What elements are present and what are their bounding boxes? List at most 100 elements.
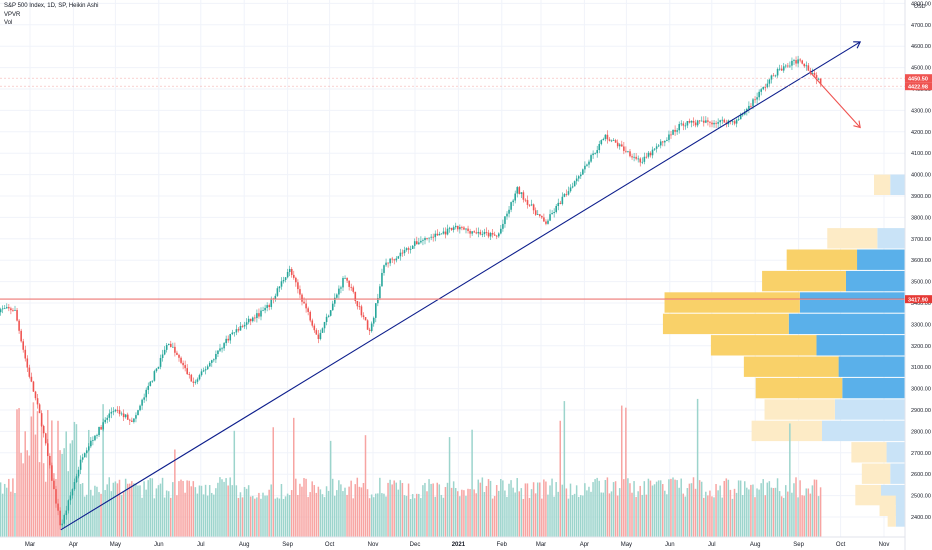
- volume-bar: [815, 479, 818, 537]
- volume-bar: [575, 485, 578, 537]
- candle-body: [360, 306, 363, 316]
- candle-body: [342, 278, 344, 288]
- volume-bar: [301, 486, 303, 537]
- candle-body: [53, 480, 55, 490]
- vp-bar-up: [827, 228, 878, 249]
- candle-body: [254, 317, 256, 319]
- volume-bar: [57, 420, 59, 537]
- volume-bar: [151, 478, 154, 537]
- candle-body: [344, 277, 346, 279]
- volume-bar: [159, 483, 162, 537]
- volume-bar: [493, 496, 496, 537]
- candle-body: [96, 435, 98, 436]
- volume-bar: [375, 493, 377, 537]
- volume-bar: [225, 478, 227, 537]
- vp-bar-up: [861, 463, 891, 484]
- volume-bar: [590, 491, 592, 537]
- vp-bar-down: [816, 335, 905, 356]
- candle-body: [780, 68, 783, 71]
- candle-body: [303, 301, 305, 304]
- volume-bar: [756, 488, 758, 537]
- candle-body: [145, 389, 147, 398]
- volume-bar: [680, 478, 682, 537]
- volume-bar: [635, 497, 637, 537]
- candle-body: [202, 370, 205, 372]
- candle-body: [516, 187, 519, 194]
- candle-body: [678, 124, 680, 131]
- volume-bar: [670, 478, 672, 537]
- volume-bar: [539, 482, 541, 537]
- candle-body: [42, 425, 45, 434]
- volume-bar: [627, 478, 629, 537]
- volume-bar: [61, 453, 63, 537]
- candle-body: [555, 205, 557, 213]
- volume-bar: [733, 488, 736, 537]
- volume-bar: [793, 483, 795, 537]
- candle-body: [350, 286, 352, 288]
- volume-bar: [588, 486, 590, 537]
- candle-body: [319, 332, 322, 339]
- candle-body: [682, 123, 685, 126]
- volume-bar: [233, 430, 236, 537]
- candle-body: [211, 360, 213, 363]
- volume-bar: [229, 477, 231, 537]
- volume-bar: [192, 481, 195, 537]
- candle-body: [543, 217, 545, 222]
- time-tick-label: May: [621, 542, 632, 548]
- candle-body: [329, 310, 332, 316]
- candle-body: [432, 236, 434, 238]
- candle-body: [508, 209, 510, 214]
- candle-body: [30, 376, 33, 382]
- indicator-vpvr[interactable]: VPVR: [4, 11, 21, 18]
- candle-body: [596, 150, 598, 154]
- volume-bar: [621, 405, 623, 537]
- volume-bar: [657, 480, 660, 537]
- candle-body: [383, 265, 385, 273]
- candle-body: [616, 142, 619, 147]
- volume-bar: [307, 497, 309, 537]
- candle-body: [98, 426, 100, 436]
- candle-body: [721, 119, 724, 121]
- candle-body: [305, 303, 307, 309]
- volume-bar: [0, 482, 2, 537]
- volume-bar: [407, 483, 410, 537]
- candle-body: [354, 291, 357, 302]
- volume-bar: [47, 409, 49, 537]
- volume-bar: [565, 488, 568, 537]
- candle-body: [598, 144, 601, 151]
- price-tick-label: 4200.00: [911, 130, 931, 136]
- candle-body: [817, 78, 820, 80]
- volume-bar: [483, 491, 486, 537]
- candle-body: [1, 308, 4, 310]
- candle-body: [6, 307, 8, 309]
- price-tick-label: 4500.00: [911, 66, 931, 72]
- candle-body: [459, 227, 461, 230]
- candle-body: [188, 374, 191, 375]
- price-axis[interactable]: 2400.00 2500.00 2600.00 2700.00 2800.00 2900.…: [904, 0, 932, 550]
- candle-body: [413, 241, 416, 246]
- time-axis[interactable]: Mar Apr May Jun Jul Aug Sep Oct Nov Dec 2021 Feb Mar…: [0, 536, 905, 548]
- candle-body: [692, 120, 695, 123]
- volume-bar: [221, 479, 223, 537]
- candle-body: [467, 228, 469, 231]
- volume-bar: [725, 478, 728, 537]
- volume-bar: [170, 497, 172, 537]
- volume-bar: [592, 482, 594, 537]
- volume-bar: [188, 480, 190, 537]
- volume-bar: [315, 492, 318, 537]
- volume-bar: [356, 477, 359, 537]
- candle-body: [217, 350, 219, 355]
- candle-body: [377, 298, 379, 304]
- volume-bar: [131, 481, 133, 537]
- volume-bar: [662, 484, 664, 537]
- time-tick-label: Dec: [410, 542, 421, 548]
- volume-bar: [254, 498, 256, 537]
- volume-bar: [606, 477, 609, 537]
- candle-body: [487, 232, 490, 237]
- volume-bar: [280, 483, 283, 537]
- volume-bar: [577, 496, 580, 537]
- candle-body: [116, 409, 119, 411]
- indicator-vol[interactable]: Vol: [4, 20, 13, 26]
- symbol-title[interactable]: S&P 500 Index, 1D, SP, Heikin Ashi: [4, 3, 99, 9]
